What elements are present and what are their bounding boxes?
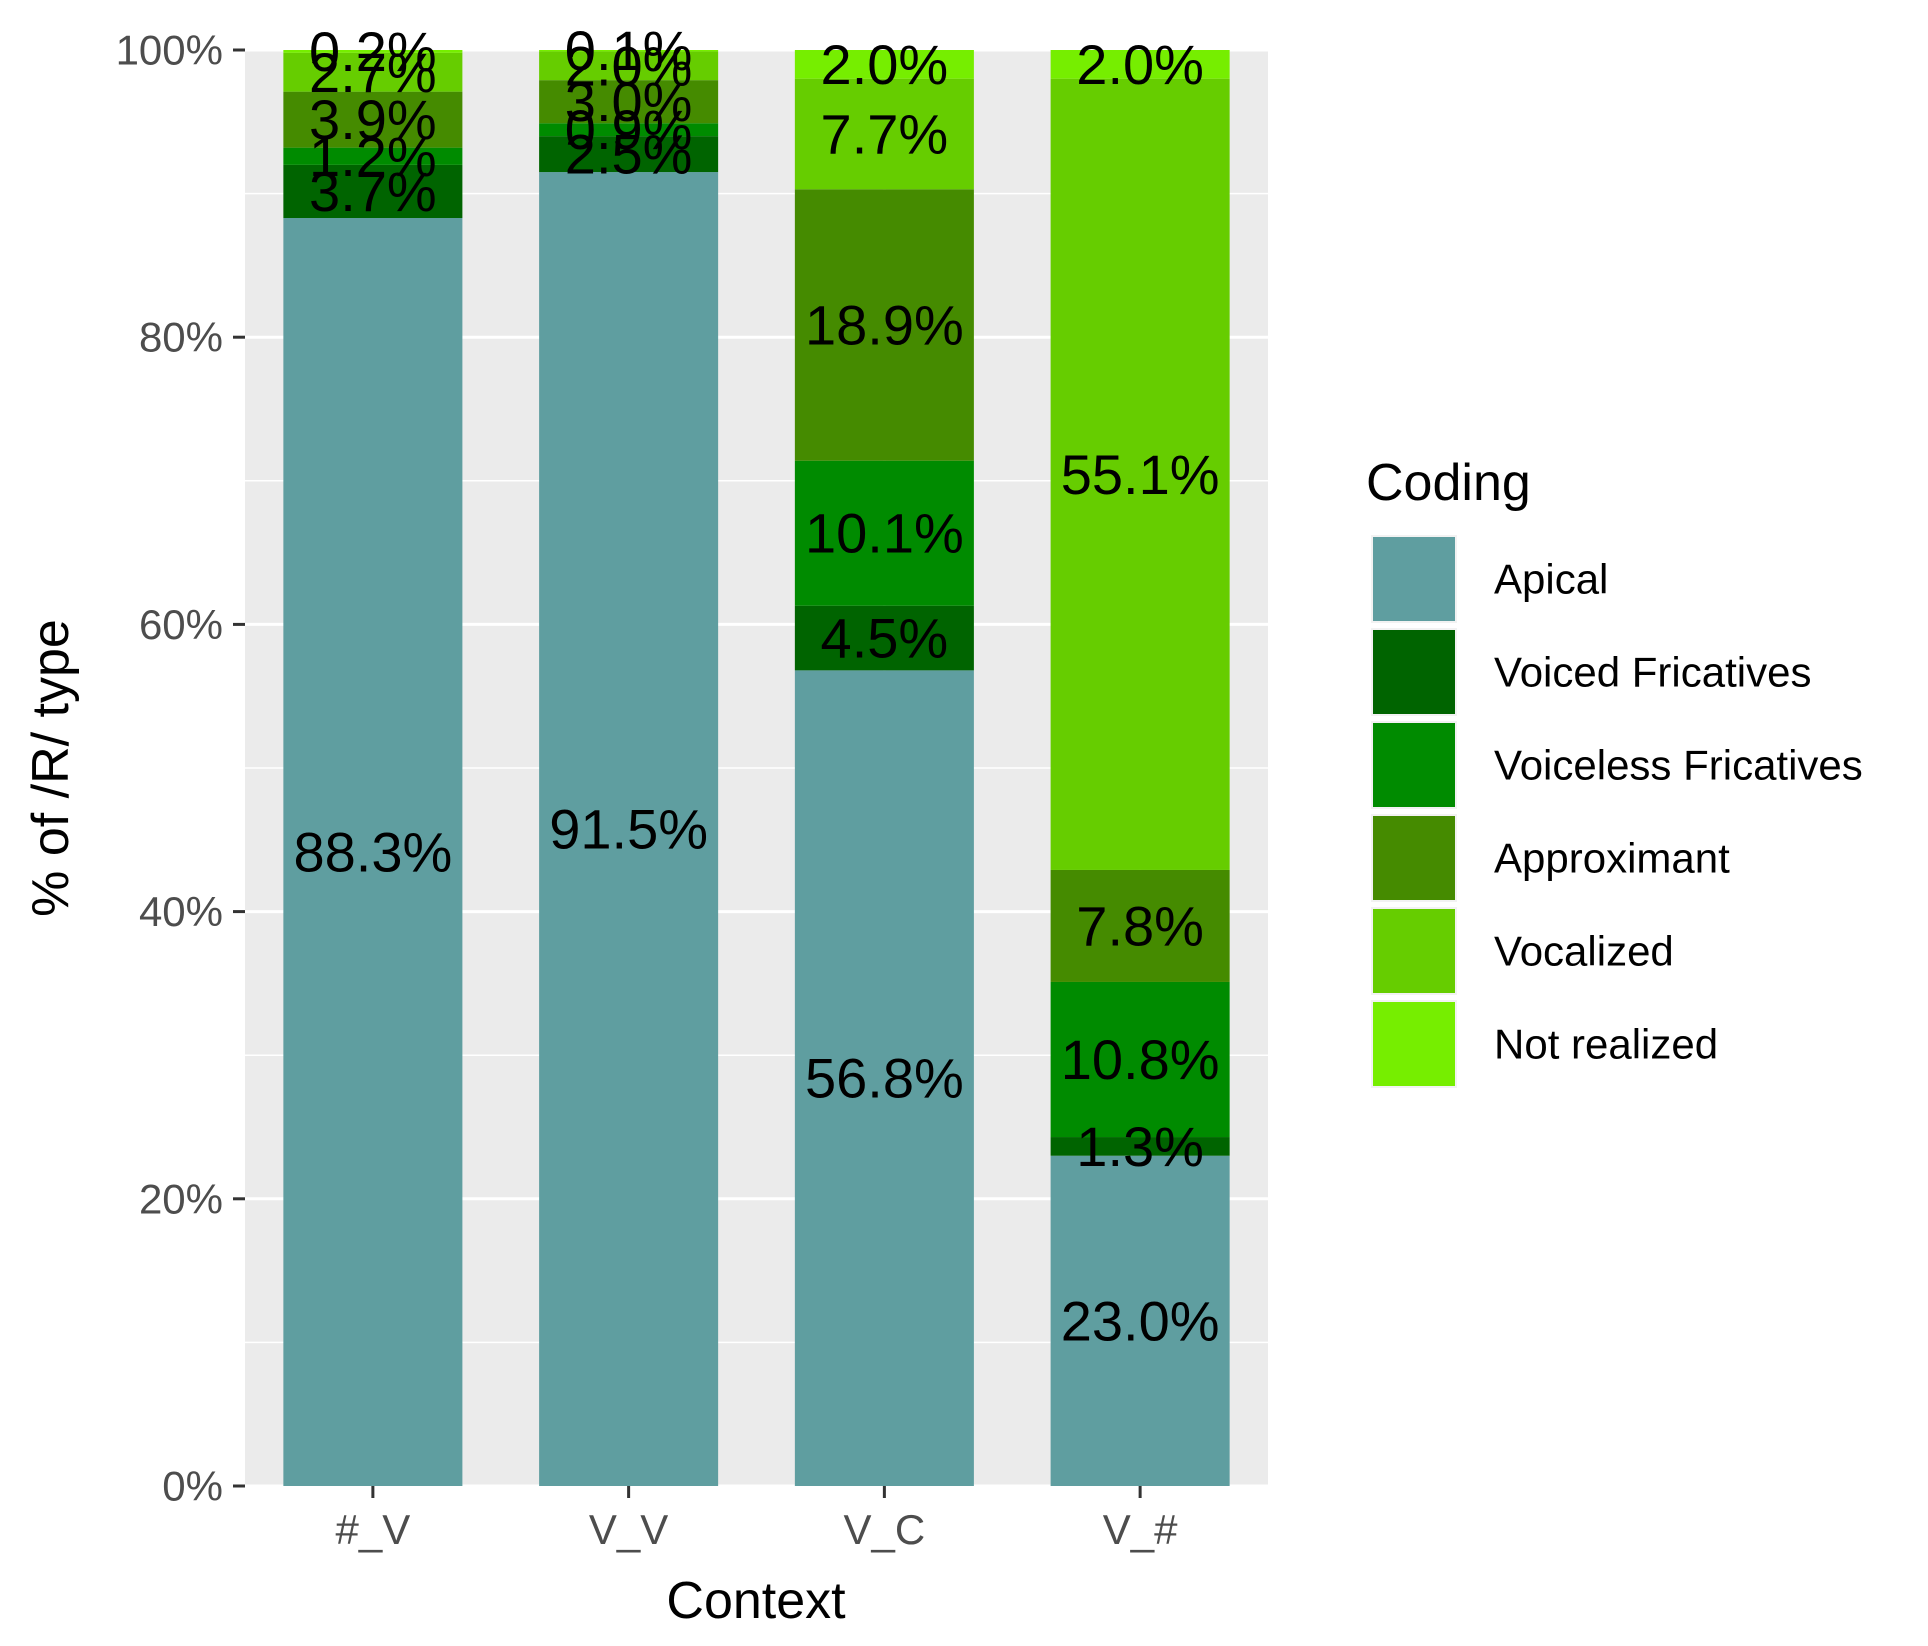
bar-labels-group: 88.3% 3.7%1.2%3.9%2.7%0.2% 91.5% 2.5%0.9%3.… (293, 19, 1219, 1352)
bar-segment-voiceless-fricatives (794, 460, 974, 606)
legend-label: Voiceless Fricatives (1494, 742, 1863, 789)
bar-segment-vocalized (794, 78, 974, 190)
bar-label: 0.9% (565, 98, 693, 161)
bar-segment-voiced-fricatives (283, 164, 463, 219)
bar-segment-approximant (539, 80, 719, 124)
bar-segment-not-realized (283, 50, 463, 53)
legend-label: Not realized (1494, 1021, 1718, 1068)
bars-group (283, 50, 1230, 1487)
x-axis-title: Context (666, 1572, 846, 1630)
y-axis-title: % of /R/ type (22, 619, 80, 917)
legend-title: Coding (1366, 454, 1531, 512)
bar-label: 23.0% (1061, 1289, 1220, 1352)
bar-segment-approximant (283, 91, 463, 148)
bar-segment-vocalized (283, 52, 463, 92)
bar-segment-not-realized (539, 50, 719, 52)
legend-label: Voiced Fricatives (1494, 649, 1811, 696)
bar-label: 88.3% (293, 821, 452, 884)
bar-segment-voiceless-fricatives (283, 147, 463, 165)
y-tick-label: 100% (116, 27, 223, 74)
x-axis: #_V V_V V_C V_# (336, 1486, 1178, 1553)
legend-key-approximant (1371, 814, 1457, 902)
bar-label: 2.5% (565, 123, 693, 186)
bar-label: 2.0% (821, 33, 949, 96)
bar-segment-approximant (794, 189, 974, 461)
bar-segment-voiced-fricatives (1050, 1137, 1230, 1156)
bar-segment-voiced-fricatives (539, 136, 719, 173)
y-tick-label: 0% (162, 1463, 223, 1510)
bar-label: 2.7% (309, 41, 437, 104)
bar-label: 55.1% (1061, 443, 1220, 506)
bar-label: 0.1% (565, 19, 693, 82)
x-tick-label: V_V (589, 1506, 668, 1553)
bar-label: 7.8% (1076, 894, 1204, 957)
bar-label: 3.0% (565, 70, 693, 133)
y-tick-label: 40% (139, 888, 223, 935)
x-tick-label: V_C (844, 1506, 926, 1553)
bar-segment-apical (283, 218, 463, 1487)
bar-segment-not-realized (1050, 50, 1230, 79)
bar-segment-voiceless-fricatives (539, 123, 719, 137)
legend-label: Approximant (1494, 835, 1730, 882)
bar-segment-not-realized (794, 50, 974, 79)
legend-label: Vocalized (1494, 928, 1674, 975)
y-axis: 0% 20% 40% 60% 80% 100% (116, 27, 245, 1510)
bar-label: 10.8% (1061, 1028, 1220, 1091)
bar-label: 2.0% (565, 34, 693, 97)
bar-segment-vocalized (539, 51, 719, 81)
bar-label: 0.2% (309, 20, 437, 83)
bar-label: 18.9% (805, 293, 964, 356)
legend-key-apical (1371, 535, 1457, 623)
bar-label: 10.1% (805, 502, 964, 565)
legend-key-not-realized (1371, 1000, 1457, 1088)
bar-segment-approximant (1050, 869, 1230, 982)
y-tick-label: 60% (139, 601, 223, 648)
bar-segment-voiceless-fricatives (1050, 981, 1230, 1138)
legend-key-voiced-fricatives (1371, 628, 1457, 716)
legend-key-voiceless-fricatives (1371, 721, 1457, 809)
legend: Coding Apical Voiced Fricatives Voiceless … (1366, 454, 1863, 1088)
x-tick-label: #_V (336, 1506, 411, 1553)
legend-key-vocalized (1371, 907, 1457, 995)
x-tick-label: V_# (1103, 1506, 1178, 1553)
bar-label: 7.7% (821, 103, 949, 166)
bar-segment-apical (794, 670, 974, 1486)
bar-segment-apical (539, 172, 719, 1486)
bar-segment-apical (1050, 1155, 1230, 1486)
bar-label: 91.5% (549, 798, 708, 861)
bar-label: 56.8% (805, 1047, 964, 1110)
bar-label: 2.0% (1076, 33, 1204, 96)
bar-label: 4.5% (821, 607, 949, 670)
bar-label: 3.9% (309, 88, 437, 151)
legend-label: Apical (1494, 556, 1608, 603)
bar-segment-voiced-fricatives (794, 605, 974, 671)
y-tick-label: 20% (139, 1175, 223, 1222)
bar-label: 1.3% (1076, 1115, 1204, 1178)
bar-label: 1.2% (309, 125, 437, 188)
bar-label: 3.7% (309, 160, 437, 223)
y-tick-label: 80% (139, 314, 223, 361)
bar-segment-vocalized (1050, 78, 1230, 870)
